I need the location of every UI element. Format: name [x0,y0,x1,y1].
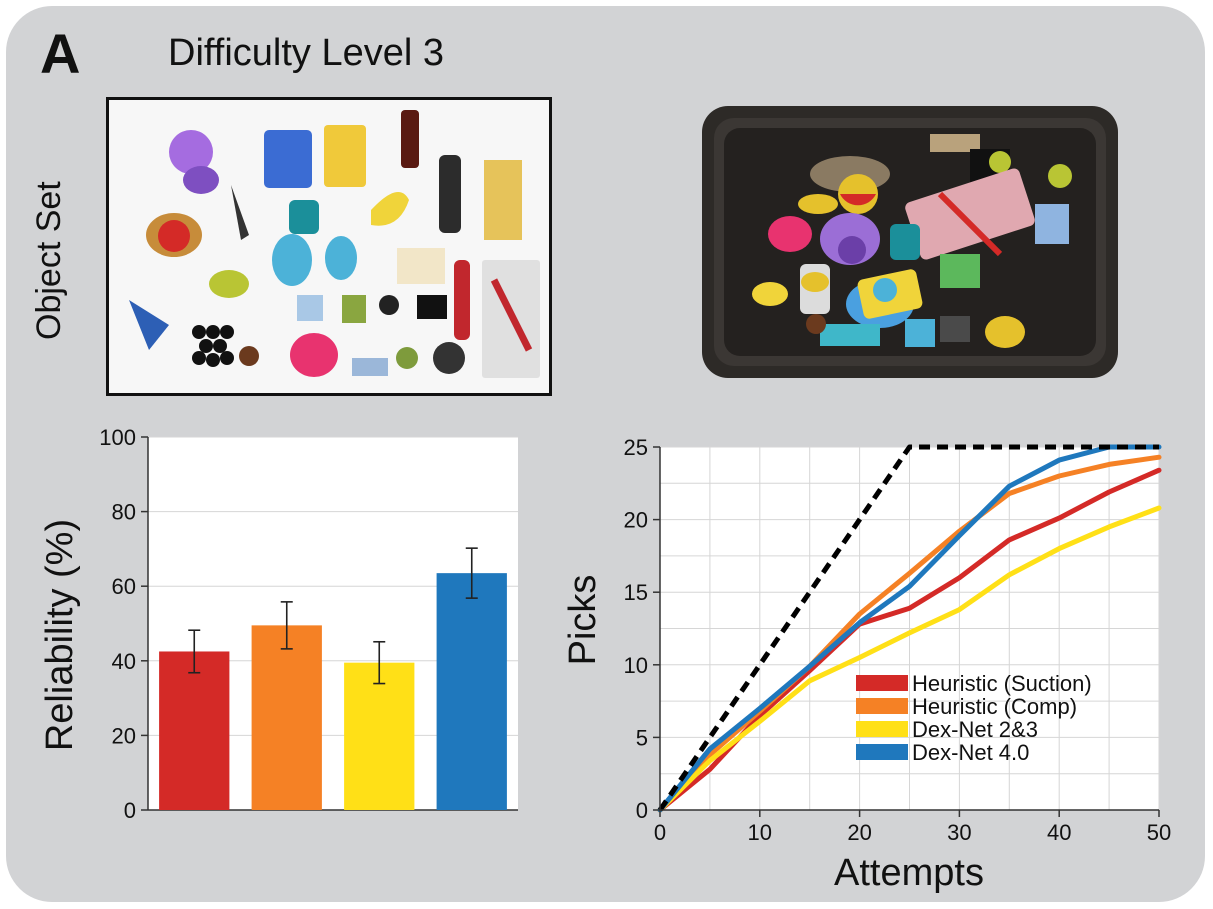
legend-swatch [856,675,908,691]
ideal-dashed-line [657,444,1159,812]
bar-y-tick-label: 20 [112,723,136,748]
bar [159,651,230,810]
line-x-axis-label: Attempts [834,852,984,894]
bar-y-tick-label: 40 [112,649,136,674]
bar-marks [159,547,507,810]
line-y-tick-label: 5 [636,725,648,750]
line-y-tick-label: 25 [624,435,648,460]
bar-ticks: 0 20 40 60 80 100 [99,425,136,823]
line-y-tick-label: 0 [636,798,648,823]
object-set-photo [106,97,552,396]
bar [251,625,322,810]
line-legend: Heuristic (Suction)Heuristic (Comp)Dex-N… [856,671,1092,765]
bar-y-tick-label: 100 [99,425,136,450]
line-x-tick-label: 0 [654,820,666,845]
line-axes [653,446,1160,817]
legend-label: Dex-Net 4.0 [912,740,1029,765]
legend-swatch [856,744,908,760]
series-line [657,444,1162,813]
reliability-bar-chart: 0 20 40 60 80 100 Reliability (%) [39,425,518,823]
legend-swatch [856,698,908,714]
line-y-tick-label: 15 [624,580,648,605]
line-y-tick-label: 20 [624,508,648,533]
series-line [657,505,1162,813]
bin-image [702,106,1118,378]
object-set-label: Object Set [30,181,68,340]
legend-label: Dex-Net 2&3 [912,717,1038,742]
picks-line-chart: 0 10 20 30 40 50 0 5 10 15 20 25 Heuristic (Suction… [562,435,1172,894]
bar-y-tick-label: 60 [112,574,136,599]
line-series [657,444,1162,813]
bar-y-tick-label: 80 [112,500,136,525]
legend-swatch [856,721,908,737]
line-x-tick-label: 30 [947,820,971,845]
line-x-tick-label: 20 [847,820,871,845]
line-ticks: 0 10 20 30 40 50 0 5 10 15 20 25 [624,435,1172,845]
bar-y-tick-label: 0 [124,798,136,823]
bin-photo [700,104,1120,380]
panel-letter: A [40,22,81,85]
panel-title: Difficulty Level 3 [168,32,444,74]
line-x-tick-label: 50 [1147,820,1171,845]
legend-label: Heuristic (Comp) [912,694,1077,719]
line-y-axis-label: Picks [562,575,604,666]
object-set-image [109,100,549,393]
line-y-tick-label: 10 [624,653,648,678]
line-x-tick-label: 40 [1047,820,1071,845]
bar-y-axis-label: Reliability (%) [39,519,81,751]
bar [344,662,415,810]
bar [436,573,507,810]
line-x-tick-label: 10 [748,820,772,845]
series-line [657,454,1162,813]
legend-label: Heuristic (Suction) [912,671,1092,696]
line-grid [659,446,1160,811]
